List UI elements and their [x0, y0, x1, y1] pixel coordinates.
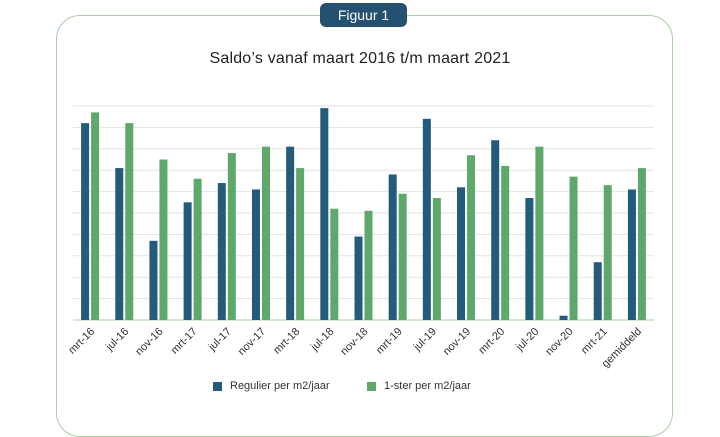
x-tick-label: nov-19: [441, 326, 473, 358]
bar-regulier-jul-16: [115, 168, 124, 320]
x-tick-label: mrt-21: [579, 326, 610, 357]
x-tick-label: mrt-20: [476, 326, 507, 357]
legend-label-1-ster: 1-ster per m2/jaar: [384, 380, 471, 392]
bar-regulier-nov-19: [457, 187, 466, 320]
bar-1-ster-jul-16: [125, 123, 134, 321]
bar-regulier-mrt-17: [183, 202, 192, 320]
legend-swatch-1-ster: [367, 381, 376, 391]
legend-swatch-regulier: [213, 381, 222, 391]
figure-badge: Figuur 1: [320, 3, 407, 27]
x-tick-label: jul-18: [308, 326, 336, 354]
bar-1-ster-nov-20: [569, 176, 578, 320]
bar-1-ster-gemiddeld: [637, 168, 646, 320]
chart-title: Saldo’s vanaf maart 2016 t/m maart 2021: [209, 50, 511, 67]
legend-item-regulier: Regulier per m2/jaar: [213, 380, 330, 392]
bar-1-ster-mrt-16: [91, 112, 100, 320]
bar-regulier-jul-19: [422, 118, 431, 320]
bar-1-ster-mrt-20: [501, 165, 510, 320]
bar-regulier-mrt-16: [81, 123, 90, 321]
bar-regulier-nov-20: [559, 315, 568, 320]
bar-regulier-jul-20: [525, 198, 534, 320]
bar-1-ster-nov-16: [159, 159, 168, 320]
bar-1-ster-nov-19: [467, 155, 476, 320]
bar-regulier-nov-16: [149, 240, 158, 320]
bar-1-ster-mrt-21: [603, 185, 612, 320]
bar-1-ster-jul-17: [227, 153, 236, 320]
bar-regulier-jul-18: [320, 108, 329, 320]
x-tick-label: mrt-19: [374, 326, 405, 357]
bar-chart: mrt-16 jul-16 nov-16 mrt-17 jul-17 nov-17 mrt-…: [66, 105, 654, 370]
bar-regulier-mrt-21: [593, 262, 602, 320]
x-tick-label: jul-17: [206, 326, 234, 354]
bar-1-ster-jul-18: [330, 208, 339, 320]
bar-1-ster-jul-19: [432, 198, 441, 320]
bar-regulier-jul-17: [217, 183, 226, 320]
bar-regulier-nov-17: [251, 189, 260, 320]
x-tick-label: jul-19: [411, 326, 439, 354]
bar-1-ster-mrt-17: [193, 178, 202, 320]
x-tick-label: jul-20: [513, 326, 541, 354]
legend-label-regulier: Regulier per m2/jaar: [230, 380, 330, 392]
x-tick-label: jul-16: [103, 326, 131, 354]
bar-1-ster-nov-17: [261, 146, 270, 320]
bar-regulier-nov-18: [354, 236, 363, 320]
legend-item-1-ster: 1-ster per m2/jaar: [367, 380, 471, 392]
chart-legend: Regulier per m2/jaar 1-ster per m2/jaar: [0, 380, 720, 396]
bar-1-ster-mrt-19: [398, 193, 407, 320]
bar-1-ster-mrt-18: [296, 168, 305, 320]
bar-1-ster-nov-18: [364, 210, 373, 320]
x-tick-label: mrt-17: [169, 326, 200, 357]
bar-regulier-gemiddeld: [627, 189, 636, 320]
x-tick-label: nov-18: [338, 326, 370, 358]
bar-1-ster-jul-20: [535, 146, 544, 320]
x-tick-label: nov-16: [133, 326, 165, 358]
x-tick-label: mrt-18: [271, 326, 302, 357]
x-tick-label: nov-17: [236, 326, 268, 358]
x-tick-label: nov-20: [543, 326, 575, 358]
bar-regulier-mrt-20: [491, 140, 500, 320]
x-tick-label: mrt-16: [66, 326, 97, 357]
bar-regulier-mrt-18: [286, 146, 295, 320]
bar-regulier-mrt-19: [388, 174, 397, 320]
